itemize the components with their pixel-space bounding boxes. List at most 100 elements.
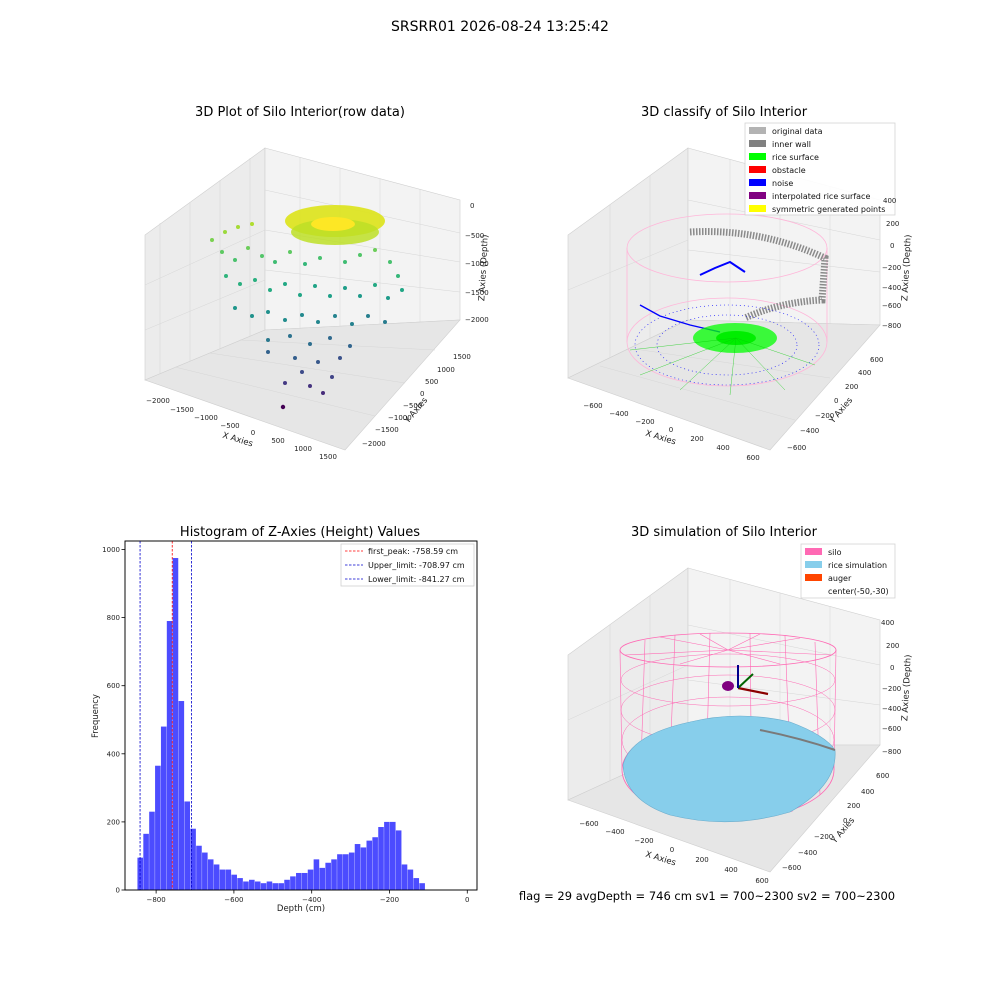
raw-point-cloud	[210, 205, 404, 410]
svg-text:1000: 1000	[437, 366, 455, 374]
histogram-bar	[378, 827, 384, 890]
rice-simulation-surface	[622, 715, 836, 823]
classify-z-label: Z Axies (Depth)	[900, 234, 913, 301]
histogram-bar	[395, 830, 402, 890]
classify-point-cloud	[626, 213, 829, 396]
histogram-y-tick-label: 0	[116, 887, 120, 895]
svg-text:400: 400	[858, 369, 871, 377]
classify-panel: 3D classify of Silo Interior	[567, 105, 914, 462]
histogram-bar	[231, 874, 237, 890]
histogram-bar	[366, 840, 373, 890]
svg-text:−400: −400	[800, 427, 819, 435]
histogram-bar	[278, 883, 284, 890]
svg-text:−200: −200	[635, 418, 654, 426]
svg-text:silo: silo	[828, 548, 842, 557]
svg-text:0: 0	[670, 846, 674, 854]
histogram-x-tick-label: 0	[465, 896, 469, 904]
simulation-z-label: Z Axies (Depth)	[900, 654, 913, 721]
histogram-bar	[196, 845, 202, 890]
svg-text:−200: −200	[882, 685, 901, 693]
svg-text:inner wall: inner wall	[772, 140, 811, 149]
histogram-panel: Histogram of Z-Axies (Height) Values −80…	[91, 525, 478, 914]
histogram-bar	[272, 883, 279, 890]
histogram-bar	[296, 872, 302, 890]
svg-text:symmetric generated points: symmetric generated points	[772, 205, 885, 214]
svg-text:−2000: −2000	[465, 316, 489, 324]
svg-text:original data: original data	[772, 127, 823, 136]
svg-text:−1000: −1000	[194, 414, 218, 422]
svg-text:−500: −500	[403, 402, 422, 410]
histogram-bar	[419, 883, 425, 890]
svg-text:−600: −600	[787, 444, 806, 452]
histogram-bar	[413, 878, 420, 890]
svg-text:500: 500	[271, 437, 284, 445]
histogram-y-tick-label: 800	[107, 614, 120, 622]
histogram-bar	[143, 833, 149, 890]
histogram-bar	[190, 828, 196, 890]
svg-text:1000: 1000	[294, 445, 312, 453]
svg-text:400: 400	[881, 619, 894, 627]
histogram-y-tick-label: 600	[107, 682, 120, 690]
histogram-bar	[160, 726, 167, 890]
histogram-bar	[307, 869, 314, 890]
classify-legend: original data inner wall rice surface ob…	[744, 122, 896, 216]
svg-text:interpolated rice surface: interpolated rice surface	[772, 192, 870, 201]
simulation-panel-title: 3D simulation of Silo Interior	[631, 525, 818, 540]
histogram-bar	[149, 811, 155, 890]
classify-panel-title: 3D classify of Silo Interior	[641, 105, 808, 120]
svg-text:0: 0	[834, 397, 838, 405]
histogram-bar	[389, 821, 396, 890]
histogram-y-tick-label: 200	[107, 818, 120, 826]
svg-text:−1500: −1500	[465, 289, 489, 297]
svg-text:1500: 1500	[319, 453, 337, 461]
svg-text:−2000: −2000	[362, 440, 386, 448]
histogram-y-tick-label: 400	[107, 750, 120, 758]
histogram-bar	[213, 864, 220, 890]
svg-text:−800: −800	[882, 748, 901, 756]
svg-text:200: 200	[886, 220, 899, 228]
svg-text:−400: −400	[882, 284, 901, 292]
svg-text:600: 600	[876, 772, 889, 780]
simulation-panel: 3D simulation of Silo Interior	[567, 525, 914, 885]
legend-upper-limit: Upper_limit: -708.97 cm	[368, 561, 465, 570]
status-footer: flag = 29 avgDepth = 746 cm sv1 = 700~23…	[519, 889, 895, 903]
center-marker	[722, 681, 734, 691]
svg-text:−200: −200	[815, 412, 834, 420]
svg-text:noise: noise	[772, 179, 793, 188]
legend-lower-limit: Lower_limit: -841.27 cm	[368, 575, 465, 584]
histogram-bar	[266, 881, 273, 890]
raw-z-label: Z Axies (Depth)	[477, 234, 490, 301]
histogram-x-label: Depth (cm)	[277, 904, 325, 914]
histogram-bar	[178, 701, 185, 890]
svg-text:−400: −400	[882, 705, 901, 713]
svg-text:0: 0	[843, 817, 847, 825]
svg-text:0: 0	[890, 664, 894, 672]
histogram-bar	[354, 844, 361, 890]
svg-text:200: 200	[886, 642, 899, 650]
auger	[722, 665, 769, 696]
svg-text:600: 600	[870, 356, 883, 364]
svg-text:−1500: −1500	[375, 426, 399, 434]
histogram-bar	[260, 883, 267, 890]
histogram-bar	[243, 881, 249, 890]
histogram-x-tick-label: −200	[380, 896, 399, 904]
svg-text:400: 400	[724, 866, 737, 874]
svg-text:−200: −200	[882, 264, 901, 272]
histogram-bar	[337, 854, 343, 890]
svg-text:−500: −500	[220, 422, 239, 430]
svg-text:200: 200	[847, 802, 860, 810]
svg-text:rice simulation: rice simulation	[828, 561, 887, 570]
histogram-bar	[254, 881, 261, 890]
histogram-bar	[313, 859, 320, 890]
classify-y-label: Y Axies	[827, 395, 855, 426]
svg-text:center(-50,-30): center(-50,-30)	[828, 587, 889, 596]
histogram-frame	[124, 540, 478, 891]
histogram-bar	[319, 867, 326, 890]
histogram-bar	[348, 852, 355, 890]
svg-text:200: 200	[690, 435, 703, 443]
histogram-bar	[219, 869, 226, 890]
histogram-x-tick-label: −800	[146, 896, 165, 904]
svg-text:−200: −200	[814, 833, 833, 841]
histogram-y-label: Frequency	[91, 694, 101, 738]
